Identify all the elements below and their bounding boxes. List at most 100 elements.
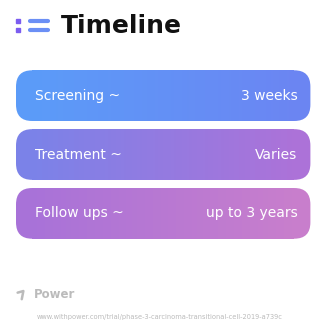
- Bar: [100, 129, 103, 180]
- FancyBboxPatch shape: [16, 188, 48, 239]
- Bar: [243, 188, 246, 239]
- Bar: [134, 70, 137, 121]
- Bar: [294, 164, 310, 180]
- Bar: [119, 70, 122, 121]
- Bar: [158, 70, 161, 121]
- Bar: [34, 70, 36, 121]
- Bar: [195, 188, 197, 239]
- Bar: [221, 129, 224, 180]
- Bar: [284, 188, 287, 239]
- Bar: [37, 188, 40, 239]
- Bar: [75, 129, 78, 180]
- Bar: [119, 129, 122, 180]
- Bar: [174, 70, 176, 121]
- Bar: [171, 188, 174, 239]
- Bar: [131, 129, 134, 180]
- Bar: [193, 129, 196, 180]
- Bar: [107, 188, 110, 239]
- Bar: [154, 70, 157, 121]
- Bar: [289, 188, 292, 239]
- Bar: [40, 129, 43, 180]
- Bar: [57, 129, 60, 180]
- Bar: [301, 188, 305, 239]
- Bar: [58, 129, 61, 180]
- Bar: [128, 70, 131, 121]
- Bar: [45, 188, 48, 239]
- Bar: [153, 70, 155, 121]
- Bar: [43, 70, 45, 121]
- Bar: [292, 188, 294, 239]
- Text: Screening ~: Screening ~: [35, 89, 120, 103]
- Bar: [207, 129, 210, 180]
- Bar: [254, 70, 257, 121]
- Bar: [45, 129, 48, 180]
- Bar: [284, 129, 287, 180]
- Bar: [54, 70, 57, 121]
- Bar: [143, 70, 146, 121]
- Bar: [275, 129, 278, 180]
- Bar: [126, 129, 129, 180]
- Bar: [61, 70, 63, 121]
- Bar: [258, 188, 260, 239]
- Bar: [260, 70, 263, 121]
- Bar: [168, 70, 171, 121]
- Bar: [205, 70, 208, 121]
- Bar: [151, 129, 154, 180]
- Bar: [252, 129, 255, 180]
- Bar: [190, 188, 193, 239]
- Bar: [202, 129, 204, 180]
- Bar: [98, 188, 100, 239]
- Bar: [228, 129, 231, 180]
- Bar: [101, 70, 104, 121]
- Bar: [255, 188, 258, 239]
- Bar: [99, 188, 101, 239]
- Bar: [66, 129, 69, 180]
- Bar: [305, 188, 308, 239]
- Bar: [263, 129, 266, 180]
- Bar: [134, 188, 137, 239]
- Bar: [58, 70, 61, 121]
- Bar: [40, 70, 43, 121]
- Bar: [308, 70, 310, 121]
- Bar: [124, 188, 126, 239]
- Bar: [113, 188, 116, 239]
- Bar: [244, 129, 247, 180]
- Bar: [157, 70, 160, 121]
- Bar: [111, 70, 113, 121]
- Bar: [163, 70, 166, 121]
- Bar: [155, 188, 158, 239]
- Bar: [181, 188, 184, 239]
- Bar: [134, 188, 137, 239]
- Bar: [272, 188, 275, 239]
- Bar: [308, 188, 310, 239]
- Bar: [28, 188, 31, 239]
- Bar: [140, 70, 142, 121]
- Bar: [219, 188, 222, 239]
- Bar: [160, 188, 163, 239]
- Bar: [213, 129, 216, 180]
- Bar: [244, 70, 247, 121]
- Text: 3 weeks: 3 weeks: [241, 89, 298, 103]
- Bar: [104, 70, 107, 121]
- Bar: [84, 129, 87, 180]
- Bar: [92, 129, 95, 180]
- Bar: [48, 188, 50, 239]
- Bar: [252, 129, 254, 180]
- Bar: [43, 70, 45, 121]
- Bar: [92, 188, 95, 239]
- Bar: [92, 70, 95, 121]
- Bar: [150, 129, 153, 180]
- Bar: [63, 129, 66, 180]
- Bar: [176, 70, 179, 121]
- Bar: [69, 70, 71, 121]
- Bar: [216, 129, 219, 180]
- Bar: [61, 188, 63, 239]
- Bar: [43, 129, 45, 180]
- Bar: [219, 129, 222, 180]
- Bar: [225, 70, 228, 121]
- Bar: [189, 188, 192, 239]
- Bar: [222, 129, 225, 180]
- Bar: [63, 188, 66, 239]
- Bar: [161, 188, 163, 239]
- Bar: [229, 129, 231, 180]
